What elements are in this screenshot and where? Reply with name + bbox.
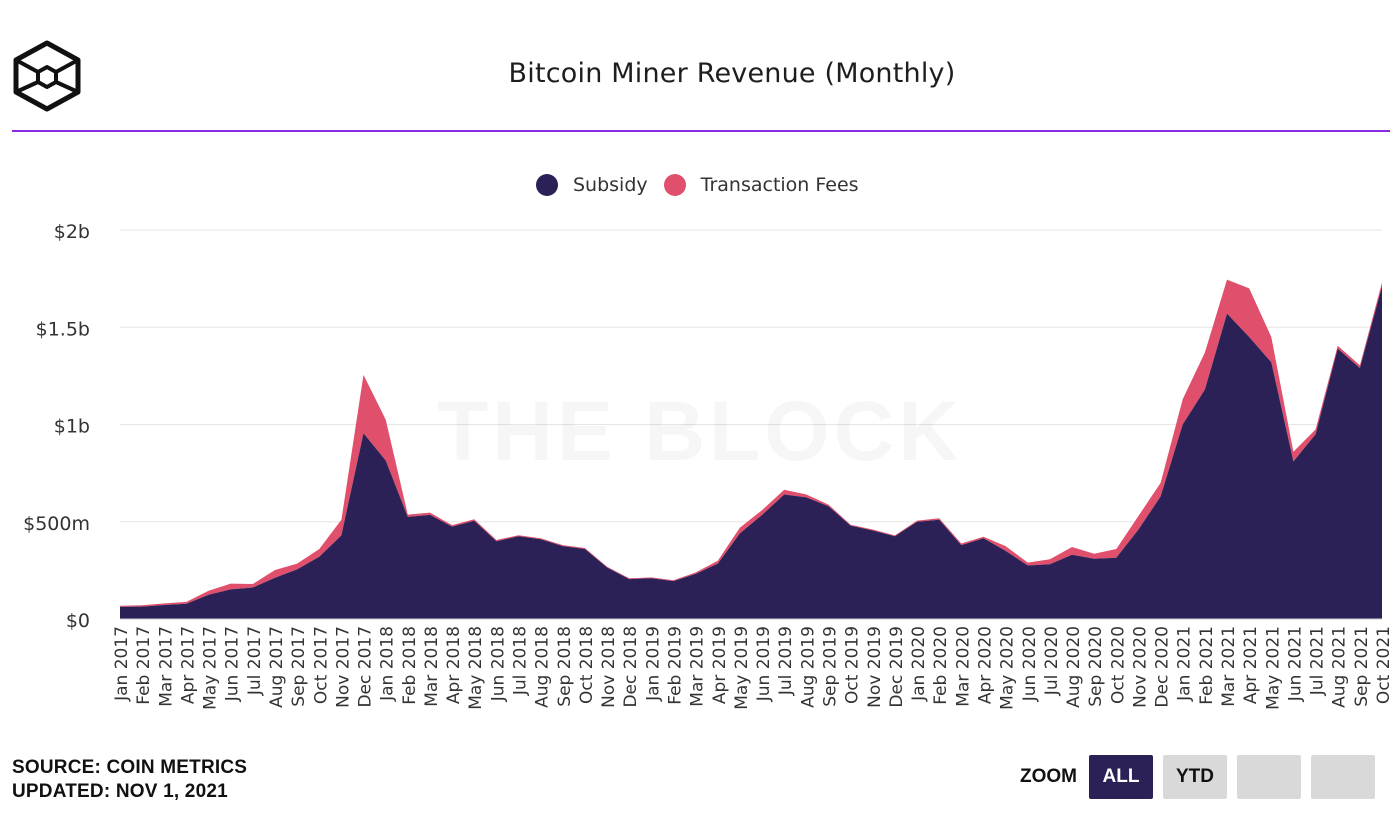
x-tick-label: Jan 2021 bbox=[1175, 626, 1195, 702]
title-divider bbox=[12, 130, 1390, 132]
x-tick-label: May 2020 bbox=[998, 626, 1018, 710]
x-tick-label: May 2018 bbox=[466, 626, 486, 710]
y-tick-label: $0 bbox=[66, 610, 90, 632]
x-tick-label: Feb 2021 bbox=[1197, 626, 1217, 705]
x-tick-label: Sep 2020 bbox=[1086, 626, 1106, 707]
zoom-ytd-button[interactable]: YTD bbox=[1163, 755, 1227, 799]
x-tick-label: Feb 2019 bbox=[666, 626, 686, 705]
x-tick-label: Jan 2017 bbox=[112, 626, 132, 702]
x-tick-label: Mar 2018 bbox=[422, 626, 442, 707]
x-tick-label: Feb 2017 bbox=[134, 626, 154, 705]
x-tick-label: Aug 2017 bbox=[267, 626, 287, 708]
legend-swatch-transaction-fees bbox=[663, 174, 686, 196]
zoom-all-button[interactable]: ALL bbox=[1089, 755, 1153, 799]
zoom-label: ZOOM bbox=[1020, 766, 1077, 787]
x-tick-label: Sep 2019 bbox=[821, 626, 841, 707]
x-tick-label: Apr 2017 bbox=[178, 626, 198, 704]
x-tick-label: Jul 2018 bbox=[511, 626, 531, 696]
x-tick-label: Aug 2021 bbox=[1330, 626, 1350, 708]
source-text: SOURCE: COIN METRICS bbox=[12, 757, 248, 778]
x-tick-label: Mar 2019 bbox=[688, 626, 708, 707]
x-tick-label: Jul 2019 bbox=[776, 626, 796, 696]
legend-swatch-subsidy bbox=[536, 174, 558, 196]
area-transaction-fees[interactable] bbox=[120, 279, 1382, 607]
x-tick-label: Jan 2020 bbox=[909, 626, 929, 702]
x-tick-label: Nov 2020 bbox=[1131, 626, 1151, 708]
x-tick-label: Nov 2019 bbox=[865, 626, 885, 708]
chart-plot-area[interactable]: THE BLOCK $0$500m$1b$1.5b$2b Jan 2017 Feb… bbox=[0, 0, 1400, 750]
x-tick-label: Feb 2018 bbox=[400, 626, 420, 705]
x-tick-label: Oct 2017 bbox=[311, 626, 331, 704]
footer-source-block: SOURCE: COIN METRICS UPDATED: NOV 1, 202… bbox=[12, 756, 247, 804]
y-tick-label: $1b bbox=[54, 416, 90, 438]
x-tick-label: Sep 2018 bbox=[555, 626, 575, 707]
x-tick-label: May 2021 bbox=[1263, 626, 1283, 710]
zoom-blank-button-1[interactable] bbox=[1237, 755, 1301, 799]
y-tick-label: $2b bbox=[54, 221, 90, 243]
x-tick-label: Sep 2021 bbox=[1352, 626, 1372, 707]
x-tick-label: Jun 2019 bbox=[754, 626, 774, 702]
x-tick-label: Jul 2020 bbox=[1042, 626, 1062, 696]
x-tick-label: May 2019 bbox=[732, 626, 752, 710]
chart-title: Bitcoin Miner Revenue (Monthly) bbox=[508, 58, 956, 89]
zoom-controls: ZOOM ALL YTD bbox=[1020, 755, 1385, 799]
x-tick-label: Mar 2021 bbox=[1219, 626, 1239, 707]
x-tick-label: Aug 2020 bbox=[1064, 626, 1084, 708]
legend-label-transaction-fees: Transaction Fees bbox=[700, 174, 859, 196]
x-tick-label: Jun 2017 bbox=[223, 626, 243, 702]
x-tick-label: Jul 2021 bbox=[1308, 626, 1328, 696]
y-tick-label: $500m bbox=[23, 513, 90, 535]
x-tick-label: Aug 2018 bbox=[533, 626, 553, 708]
x-tick-label: Jun 2020 bbox=[1020, 626, 1040, 702]
legend-label-subsidy: Subsidy bbox=[573, 174, 648, 196]
x-tick-label: Jun 2018 bbox=[488, 626, 508, 702]
updated-text: UPDATED: NOV 1, 2021 bbox=[12, 781, 228, 802]
x-tick-label: Jul 2017 bbox=[245, 626, 265, 696]
x-tick-label: Jan 2019 bbox=[643, 626, 663, 702]
x-tick-label: Jun 2021 bbox=[1285, 626, 1305, 702]
x-tick-label: May 2017 bbox=[201, 626, 221, 710]
x-tick-label: Nov 2017 bbox=[333, 626, 353, 708]
x-tick-label: Apr 2019 bbox=[710, 626, 730, 704]
x-tick-label: Aug 2019 bbox=[798, 626, 818, 708]
x-tick-label: Jan 2018 bbox=[378, 626, 398, 702]
x-tick-label: Oct 2019 bbox=[843, 626, 863, 704]
x-tick-label: Dec 2019 bbox=[887, 626, 907, 708]
x-tick-label: Mar 2017 bbox=[156, 626, 176, 707]
x-tick-label: Oct 2018 bbox=[577, 626, 597, 704]
x-tick-label: Apr 2018 bbox=[444, 626, 464, 704]
x-tick-label: Dec 2018 bbox=[621, 626, 641, 708]
x-tick-label: Oct 2020 bbox=[1108, 626, 1128, 704]
x-tick-label: Mar 2020 bbox=[953, 626, 973, 707]
legend-item-transaction-fees[interactable]: Transaction Fees bbox=[663, 174, 859, 196]
the-block-logo-icon bbox=[13, 40, 81, 112]
x-tick-label: Nov 2018 bbox=[599, 626, 619, 708]
chart-legend: Subsidy Transaction Fees bbox=[536, 174, 875, 196]
y-tick-label: $1.5b bbox=[36, 318, 90, 340]
area-subsidy[interactable] bbox=[120, 286, 1382, 619]
x-tick-label: Dec 2020 bbox=[1153, 626, 1173, 708]
zoom-blank-button-2[interactable] bbox=[1311, 755, 1375, 799]
x-tick-label: Feb 2020 bbox=[931, 626, 951, 705]
x-tick-label: Apr 2020 bbox=[976, 626, 996, 704]
legend-item-subsidy[interactable]: Subsidy bbox=[536, 174, 648, 196]
x-tick-label: Dec 2017 bbox=[356, 626, 376, 708]
watermark-text: THE BLOCK bbox=[437, 384, 963, 478]
x-tick-label: Sep 2017 bbox=[289, 626, 309, 707]
x-tick-label: Apr 2021 bbox=[1241, 626, 1261, 704]
x-tick-label: Oct 2021 bbox=[1374, 626, 1394, 704]
